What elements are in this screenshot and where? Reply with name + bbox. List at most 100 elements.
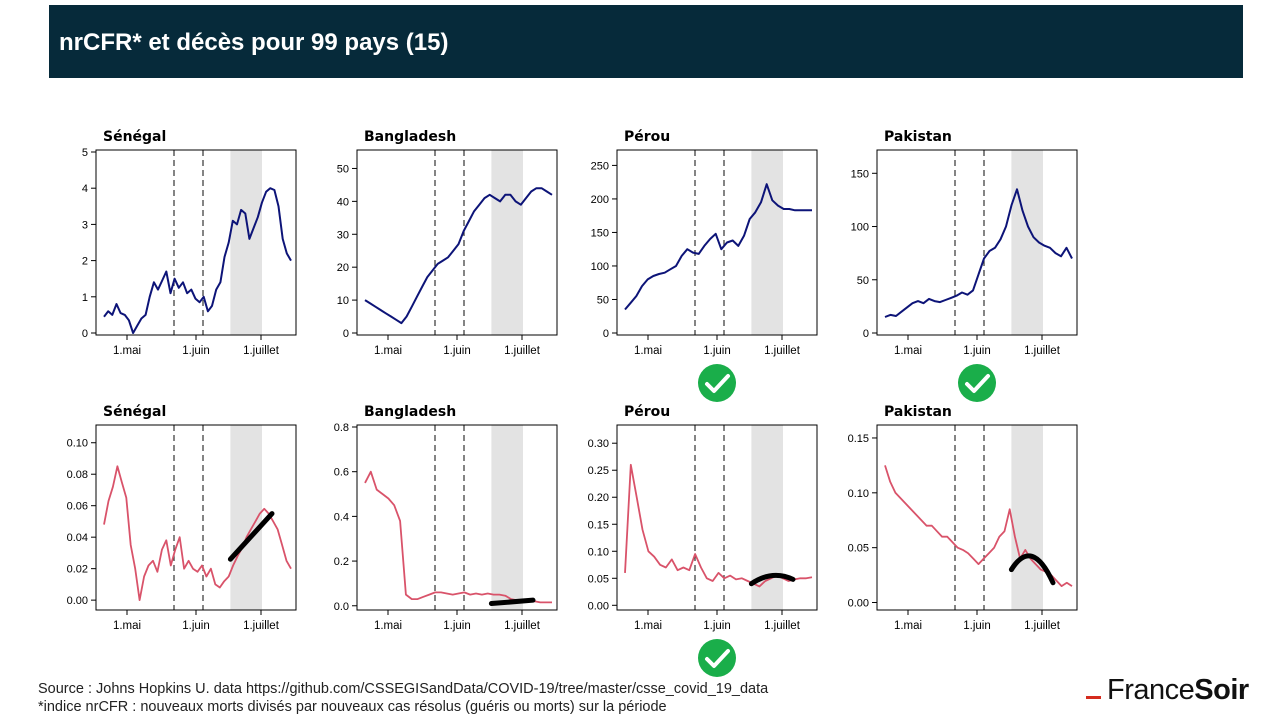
y-tick-label: 0: [863, 328, 869, 340]
y-tick-label: 150: [851, 168, 869, 180]
y-tick-label: 50: [597, 294, 609, 306]
series-line: [364, 187, 553, 325]
source-note: Source : Johns Hopkins U. data https://g…: [38, 681, 769, 697]
x-tick-label: 1.juillet: [1024, 620, 1061, 632]
x-tick-label: 1.juin: [443, 620, 471, 632]
plot-frame: [616, 149, 818, 336]
series-line: [103, 465, 292, 601]
chart-panel-6: Bangladesh 0.0 0.2 0.4 0.6 0.8 1.mai 1.juin 1.ju…: [334, 404, 558, 632]
y-tick-label: 3: [82, 219, 88, 231]
y-tick-label: 0.00: [588, 600, 609, 612]
x-tick-label: 1.juin: [182, 345, 210, 357]
shaded-period: [491, 150, 523, 335]
y-tick-label: 0.05: [588, 573, 609, 585]
y-tick-label: 0.06: [67, 501, 88, 513]
y-tick-label: 50: [857, 275, 869, 287]
check-mark: [705, 649, 730, 668]
y-tick-label: 20: [337, 262, 349, 274]
page-title: nrCFR* et décès pour 99 pays (15): [59, 29, 449, 56]
y-tick-label: 1: [82, 292, 88, 304]
series-line: [624, 463, 813, 588]
x-tick-label: 1.juin: [182, 620, 210, 632]
brand-wordmark: FranceSoir: [1107, 674, 1249, 707]
plot-frame: [356, 424, 558, 611]
check-badge-icon: [698, 639, 736, 677]
trend-fit: [1008, 553, 1056, 586]
check-mark: [965, 374, 990, 393]
x-tick-label: 1.juin: [703, 620, 731, 632]
x-tick-label: 1.juillet: [504, 620, 541, 632]
chart-title: Pakistan: [884, 129, 952, 145]
chart-panel-5: Sénégal 0.00 0.02 0.04 0.06 0.08 0.10 1.mai 1.ju…: [67, 404, 297, 632]
chart-title: Bangladesh: [364, 129, 456, 145]
series-line: [103, 187, 292, 334]
brand-part1: France: [1107, 674, 1195, 706]
chart-panel-1: Sénégal 0 1 2 3 4 5 1.mai 1.juin 1.juillet: [82, 129, 297, 357]
y-tick-label: 0.15: [848, 433, 869, 445]
y-tick-label: 40: [337, 196, 349, 208]
x-tick-label: 1.mai: [894, 620, 922, 632]
x-tick-label: 1.mai: [374, 620, 402, 632]
y-tick-label: 150: [591, 227, 609, 239]
chart-panel-4: Pakistan 0 50 100 150 1.mai 1.juin 1.juillet: [851, 129, 1078, 357]
chart-title: Pakistan: [884, 404, 952, 420]
check-badge-icon: [698, 364, 736, 402]
plot-frame: [356, 149, 558, 336]
y-tick-label: 0.6: [334, 467, 349, 479]
y-tick-label: 0.25: [588, 465, 609, 477]
series-line: [884, 188, 1073, 318]
y-tick-label: 100: [591, 261, 609, 273]
y-tick-label: 0.10: [588, 546, 609, 558]
y-tick-label: 0.10: [67, 438, 88, 450]
y-tick-label: 0.20: [588, 492, 609, 504]
y-tick-label: 0.0: [334, 601, 349, 613]
chart-panel-8: Pakistan 0.00 0.05 0.10 0.15 1.mai 1.juin 1.jui…: [848, 404, 1078, 632]
y-tick-label: 0.8: [334, 422, 349, 434]
y-tick-label: 0.15: [588, 519, 609, 531]
y-tick-label: 0.04: [67, 532, 88, 544]
y-tick-label: 5: [82, 147, 88, 159]
chart-panel-7: Pérou 0.00 0.05 0.10 0.15 0.20 0.25 0.30 1.mai 1.…: [588, 404, 818, 632]
chart-panel-2: Bangladesh 0 10 20 30 40 50 1.mai 1.juin 1.juille…: [337, 129, 558, 357]
check-badge-icon: [958, 364, 996, 402]
plot-frame: [95, 149, 297, 336]
x-tick-label: 1.juin: [963, 345, 991, 357]
check-circle: [958, 364, 996, 402]
x-tick-label: 1.juin: [703, 345, 731, 357]
chart-title: Sénégal: [103, 404, 166, 420]
trend-fit: [488, 597, 536, 607]
x-tick-label: 1.mai: [634, 345, 662, 357]
y-tick-label: 2: [82, 256, 88, 268]
y-tick-label: 4: [82, 183, 88, 195]
y-tick-label: 0.2: [334, 556, 349, 568]
x-tick-label: 1.mai: [113, 620, 141, 632]
y-tick-label: 0.10: [848, 488, 869, 500]
check-circle: [698, 364, 736, 402]
chart-title: Bangladesh: [364, 404, 456, 420]
x-tick-label: 1.mai: [113, 345, 141, 357]
x-tick-label: 1.juillet: [764, 620, 801, 632]
x-tick-label: 1.juillet: [243, 345, 280, 357]
y-tick-label: 0.02: [67, 564, 88, 576]
y-tick-label: 0.4: [334, 511, 349, 523]
y-tick-label: 0: [603, 328, 609, 340]
y-tick-label: 30: [337, 229, 349, 241]
brand-dash: [1086, 696, 1101, 699]
trend-fit: [748, 572, 796, 587]
y-tick-label: 0: [343, 328, 349, 340]
y-tick-label: 100: [851, 222, 869, 234]
definition-note: *indice nrCFR : nouveaux morts divisés p…: [38, 699, 667, 715]
series-line: [624, 183, 812, 311]
x-tick-label: 1.juillet: [1024, 345, 1061, 357]
x-tick-label: 1.juillet: [764, 345, 801, 357]
x-tick-label: 1.mai: [374, 345, 402, 357]
y-tick-label: 200: [591, 194, 609, 206]
y-tick-label: 0.30: [588, 438, 609, 450]
y-tick-label: 250: [591, 160, 609, 172]
y-tick-label: 0.05: [848, 543, 869, 555]
y-tick-label: 0.00: [67, 595, 88, 607]
y-tick-label: 0: [82, 328, 88, 340]
shaded-period: [1011, 425, 1043, 610]
chart-title: Sénégal: [103, 129, 166, 145]
